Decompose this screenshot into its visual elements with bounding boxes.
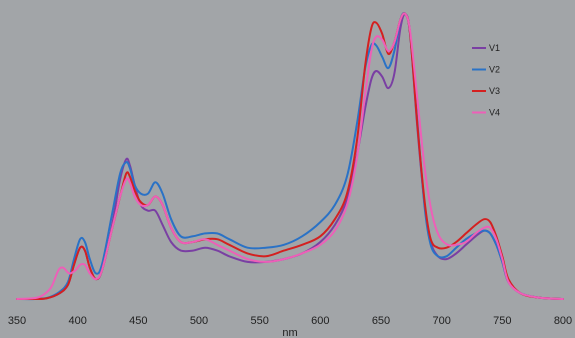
x-tick-label: 350 [8, 315, 26, 327]
x-axis-label: nm [282, 327, 297, 338]
x-tick-label: 800 [554, 315, 572, 327]
x-tick-label: 600 [311, 315, 329, 327]
x-tick-label: 400 [68, 315, 86, 327]
legend-label-v2: V2 [489, 65, 500, 75]
x-tick-label: 500 [190, 315, 208, 327]
x-tick-label: 750 [493, 315, 511, 327]
series-line-v4 [16, 12, 564, 300]
x-tick-label: 450 [129, 315, 147, 327]
legend-label-v1: V1 [489, 43, 500, 53]
x-axis-ticks: 350 400 450 500 550 600 650 700 750 800 [8, 315, 572, 327]
x-tick-label: 550 [250, 315, 268, 327]
series-line-v1 [16, 12, 564, 301]
x-tick-label: 700 [432, 315, 450, 327]
legend-label-v3: V3 [489, 86, 500, 96]
series-line-v2 [16, 12, 564, 301]
legend-label-v4: V4 [489, 108, 500, 118]
x-tick-label: 650 [372, 315, 390, 327]
series-line-v3 [16, 12, 564, 301]
legend: V1 V2 V3 V4 [472, 43, 500, 118]
series-lines [16, 12, 564, 301]
